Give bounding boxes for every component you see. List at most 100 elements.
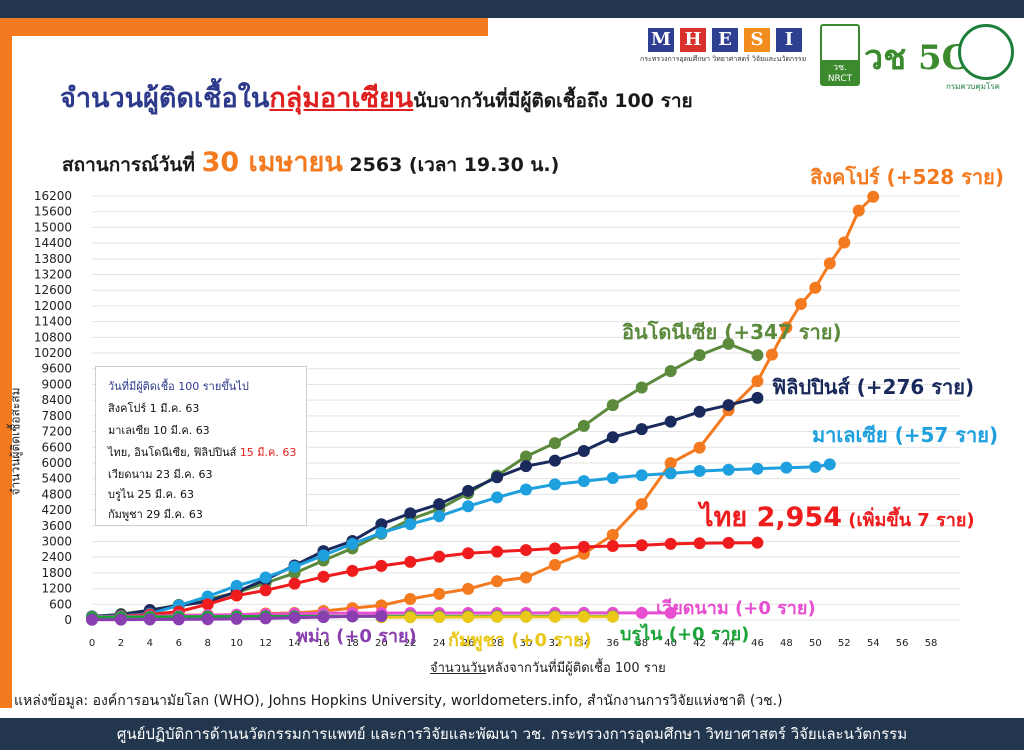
data-point (375, 559, 388, 572)
series-annotation: มาเลเซีย (+57 ราย) (812, 423, 998, 447)
y-tick-label: 13200 (34, 268, 72, 282)
y-tick-label: 600 (49, 597, 72, 611)
data-point (664, 606, 677, 619)
x-tick-label: 20 (375, 638, 388, 649)
y-tick-label: 1800 (41, 566, 72, 580)
x-tick-label: 42 (693, 638, 706, 649)
info-row-thai-group-date: 15 มี.ค. 63 (239, 446, 297, 459)
y-tick-label: 4800 (41, 487, 72, 501)
data-point (823, 257, 836, 270)
x-axis-label: จำนวนวันหลังจากวันที่มีผู้ติดเชื้อ 100 ร… (430, 657, 666, 678)
data-point (606, 528, 619, 541)
data-point (462, 582, 475, 595)
data-point (809, 460, 822, 473)
x-tick-label: 32 (549, 638, 562, 649)
y-tick-label: 9600 (41, 362, 72, 376)
data-point (288, 560, 301, 573)
data-point (751, 462, 764, 475)
y-tick-label: 12600 (34, 283, 72, 297)
mhesi-caption: กระทรวงการอุดมศึกษา วิทยาศาสตร์ วิจัยและ… (640, 55, 807, 63)
x-tick-label: 40 (664, 638, 677, 649)
data-point (288, 577, 301, 590)
data-point (722, 337, 735, 350)
series-annotation: ฟิลิปปินส์ (+276 ราย) (772, 375, 974, 399)
x-tick-label: 36 (606, 638, 619, 649)
data-point (548, 437, 561, 450)
x-tick-label: 26 (462, 638, 475, 649)
x-tick-label: 38 (635, 638, 648, 649)
data-point (693, 537, 706, 550)
series-annotation: ไทย 2,954 (เพิ่มขึ้น 7 ราย) (697, 501, 975, 533)
data-point (823, 458, 836, 471)
y-tick-label: 6000 (41, 456, 72, 470)
data-point (462, 611, 475, 624)
data-point (230, 612, 243, 625)
series-annotation: บรูไน (+0 ราย) (620, 623, 749, 646)
data-point (548, 610, 561, 623)
y-tick-label: 2400 (41, 550, 72, 564)
info-row-thai-group-text: ไทย, อินโดนีเซีย, ฟิลิปปินส์ (108, 446, 237, 459)
mhesi-letter: H (680, 28, 706, 52)
data-point (548, 478, 561, 491)
data-point (346, 564, 359, 577)
data-point (809, 281, 822, 294)
x-tick-label: 44 (722, 638, 735, 649)
y-tick-label: 1200 (41, 582, 72, 596)
data-point (635, 469, 648, 482)
data-point (404, 555, 417, 568)
info-row-brunei: บรูไน 25 มี.ค. 63 (108, 488, 195, 501)
y-tick-label: 14400 (34, 236, 72, 250)
data-point (722, 399, 735, 412)
y-tick-label: 8400 (41, 393, 72, 407)
page-title: จำนวนผู้ติดเชื้อในกลุ่มอาเซียนนับจากวันท… (60, 76, 693, 119)
data-point (794, 297, 807, 310)
x-tick-label: 48 (780, 638, 793, 649)
data-point (520, 544, 532, 557)
data-point (259, 612, 272, 625)
x-tick-label: 8 (205, 638, 211, 649)
data-point (838, 236, 851, 249)
data-point (722, 463, 735, 476)
x-axis-label-underlined: จำนวนวัน (430, 661, 487, 676)
moph-seal-icon (958, 24, 1014, 80)
y-tick-label: 6600 (41, 440, 72, 454)
data-point (751, 536, 764, 549)
x-tick-label: 16 (317, 638, 330, 649)
data-point (346, 610, 359, 623)
data-point (635, 606, 648, 619)
y-tick-label: 15000 (34, 220, 72, 234)
x-tick-label: 30 (520, 638, 533, 649)
status-date: 30 เมษายน (201, 147, 343, 178)
x-tick-label: 14 (288, 638, 301, 649)
title-highlight: กลุ่มอาเซียน (269, 83, 414, 114)
x-tick-label: 0 (89, 638, 95, 649)
data-point (317, 611, 330, 624)
data-point (635, 539, 648, 552)
info-box-heading: วันที่มีผู้ติดเชื้อ 100 รายขึ้นไป (108, 380, 249, 393)
x-tick-label: 46 (751, 638, 764, 649)
mhesi-letter: M (648, 28, 674, 52)
data-point (230, 589, 243, 602)
x-tick-label: 50 (809, 638, 822, 649)
data-point (259, 584, 272, 597)
info-box: วันที่มีผู้ติดเชื้อ 100 รายขึ้นไป สิงคโป… (95, 366, 307, 526)
y-axis-label: จำนวนผู้ติดเชื้อสะสม (8, 387, 23, 496)
x-tick-label: 6 (176, 638, 182, 649)
moph-caption: กรมควบคุมโรค (946, 82, 1000, 91)
mhesi-letter: I (776, 28, 802, 52)
data-point (664, 457, 677, 470)
y-tick-label: 15600 (34, 205, 72, 219)
data-point (722, 536, 735, 549)
cases-line-chart: 0600120018002400300036004200480054006000… (34, 165, 1004, 652)
data-point (780, 461, 793, 474)
x-axis-ticks: 0 2 4 6 8 10 12 14 16 18 20 22 24 26 28 30 32 34 36 38 40 42 4… (89, 638, 938, 649)
data-point (520, 483, 532, 496)
y-tick-label: 10800 (34, 330, 72, 344)
x-tick-label: 28 (491, 638, 504, 649)
data-point (375, 526, 388, 539)
data-point (693, 405, 706, 418)
data-point (751, 349, 764, 362)
data-point (577, 444, 590, 457)
data-point (635, 423, 648, 436)
data-point (693, 349, 706, 362)
